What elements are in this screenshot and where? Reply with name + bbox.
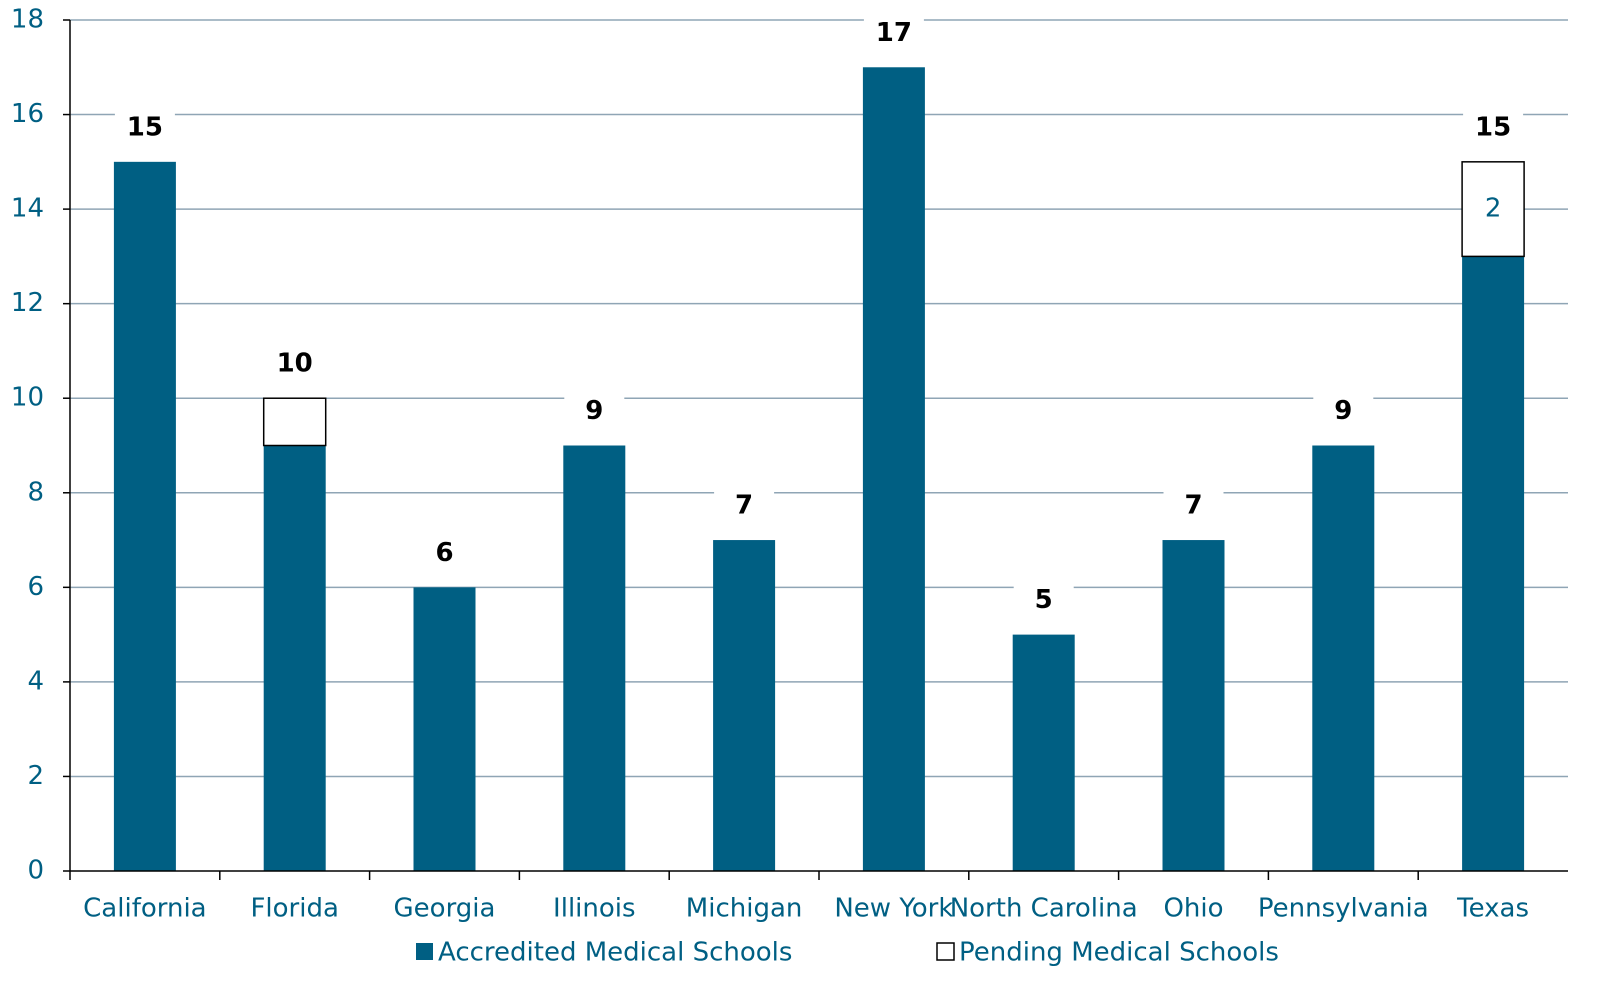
total-label-bg [564, 393, 625, 428]
bar-segment [862, 67, 925, 872]
bar-segment [1462, 256, 1525, 871]
y-tick-label: 0 [27, 856, 44, 886]
bar-segment [1012, 634, 1075, 871]
total-label: 15 [1475, 112, 1511, 142]
total-label-bg [1013, 582, 1074, 617]
x-tick-label: Michigan [686, 894, 803, 924]
total-label: 9 [585, 396, 603, 426]
segment-label: 2 [1485, 194, 1502, 224]
bar-segment [262, 397, 327, 447]
x-tick-label: Illinois [553, 894, 636, 924]
total-label: 5 [1035, 585, 1053, 615]
x-tick-label: Pennsylvania [1258, 894, 1429, 924]
legend-swatch [416, 943, 433, 960]
bar-segment [1312, 445, 1375, 871]
total-label-bg [863, 15, 924, 50]
x-tick-label: Florida [250, 894, 338, 924]
bar-segment [1461, 161, 1525, 258]
bar-segment [713, 540, 776, 871]
legend-label: Pending Medical Schools [959, 938, 1279, 968]
total-label-bg [1313, 393, 1374, 428]
y-tick-label: 16 [11, 99, 44, 129]
bar-segment [113, 161, 176, 872]
y-tick-label: 10 [11, 383, 44, 413]
total-label: 7 [1184, 491, 1202, 521]
total-label-bg [714, 488, 775, 523]
legend-label: Accredited Medical Schools [438, 938, 792, 968]
bar-segment [263, 445, 326, 871]
y-tick-label: 6 [27, 572, 44, 602]
x-tick-label: North Carolina [950, 894, 1138, 924]
x-tick-label: Texas [1456, 894, 1529, 924]
total-label-bg [264, 346, 325, 381]
x-tick-label: Ohio [1163, 894, 1223, 924]
x-tick-label: California [83, 894, 206, 924]
total-label: 7 [735, 491, 753, 521]
total-label: 9 [1334, 396, 1352, 426]
total-label-bg [1463, 109, 1524, 144]
total-label-bg [1163, 488, 1224, 523]
bar-segment [563, 445, 626, 871]
y-tick-label: 14 [11, 194, 44, 224]
total-label-bg [114, 109, 175, 144]
y-tick-label: 18 [11, 5, 44, 35]
y-tick-label: 8 [27, 477, 44, 507]
y-tick-label: 4 [27, 666, 44, 696]
bar-segment [413, 587, 476, 871]
y-tick-label: 12 [11, 288, 44, 318]
legend-swatch [936, 942, 955, 961]
total-label: 17 [876, 18, 912, 48]
total-label: 15 [127, 112, 163, 142]
y-tick-label: 2 [27, 761, 44, 791]
total-label: 6 [435, 538, 453, 568]
x-tick-label: New York [834, 894, 953, 924]
bar-segment [1162, 540, 1225, 871]
total-label: 10 [277, 349, 313, 379]
x-tick-label: Georgia [394, 894, 496, 924]
total-label-bg [414, 535, 475, 570]
